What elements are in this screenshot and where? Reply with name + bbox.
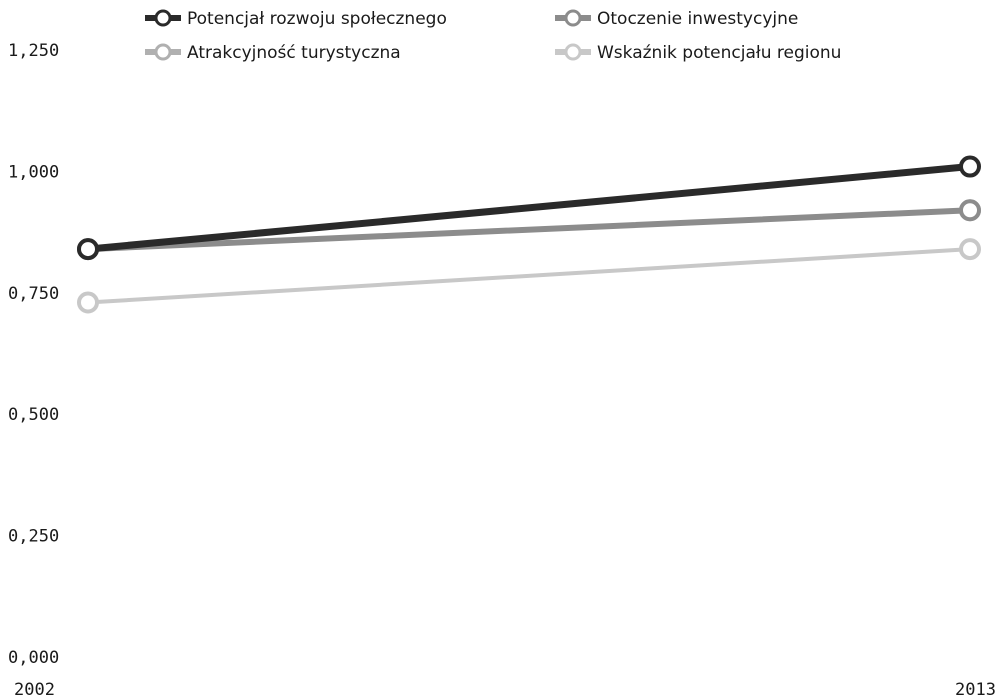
y-axis: 0,000 0,250 0,500 0,750 1,000 1,250	[8, 41, 59, 668]
series-line	[84, 163, 974, 253]
legend-swatch-marker	[564, 9, 582, 27]
x-tick-label: 2002	[14, 680, 55, 700]
legend: Potencjał rozwoju społecznego Otoczenie i…	[145, 9, 841, 63]
legend-label: Wskaźnik potencjału regionu	[597, 43, 841, 63]
legend-swatch-marker	[154, 43, 172, 61]
data-point	[959, 155, 981, 178]
x-tick-label: 2013	[955, 680, 996, 700]
legend-label: Otoczenie inwestycyjne	[597, 9, 798, 29]
data-point	[959, 199, 981, 222]
y-tick-label: 0,000	[8, 648, 59, 668]
series-line	[86, 247, 972, 305]
y-tick-label: 0,750	[8, 284, 59, 304]
series-line	[85, 207, 973, 253]
y-tick-label: 1,000	[8, 162, 59, 182]
legend-swatch-marker	[564, 43, 582, 61]
data-point	[959, 238, 981, 261]
legend-swatch-marker	[154, 9, 172, 27]
x-axis: 2002 2013	[14, 680, 996, 700]
legend-label: Atrakcyjność turystyczna	[187, 43, 401, 63]
data-point	[77, 238, 99, 261]
y-tick-label: 0,500	[8, 405, 59, 425]
y-tick-label: 1,250	[8, 41, 59, 61]
y-tick-label: 0,250	[8, 527, 59, 547]
legend-label: Potencjał rozwoju społecznego	[187, 9, 447, 29]
plot-area	[77, 155, 981, 314]
data-point	[77, 291, 99, 314]
